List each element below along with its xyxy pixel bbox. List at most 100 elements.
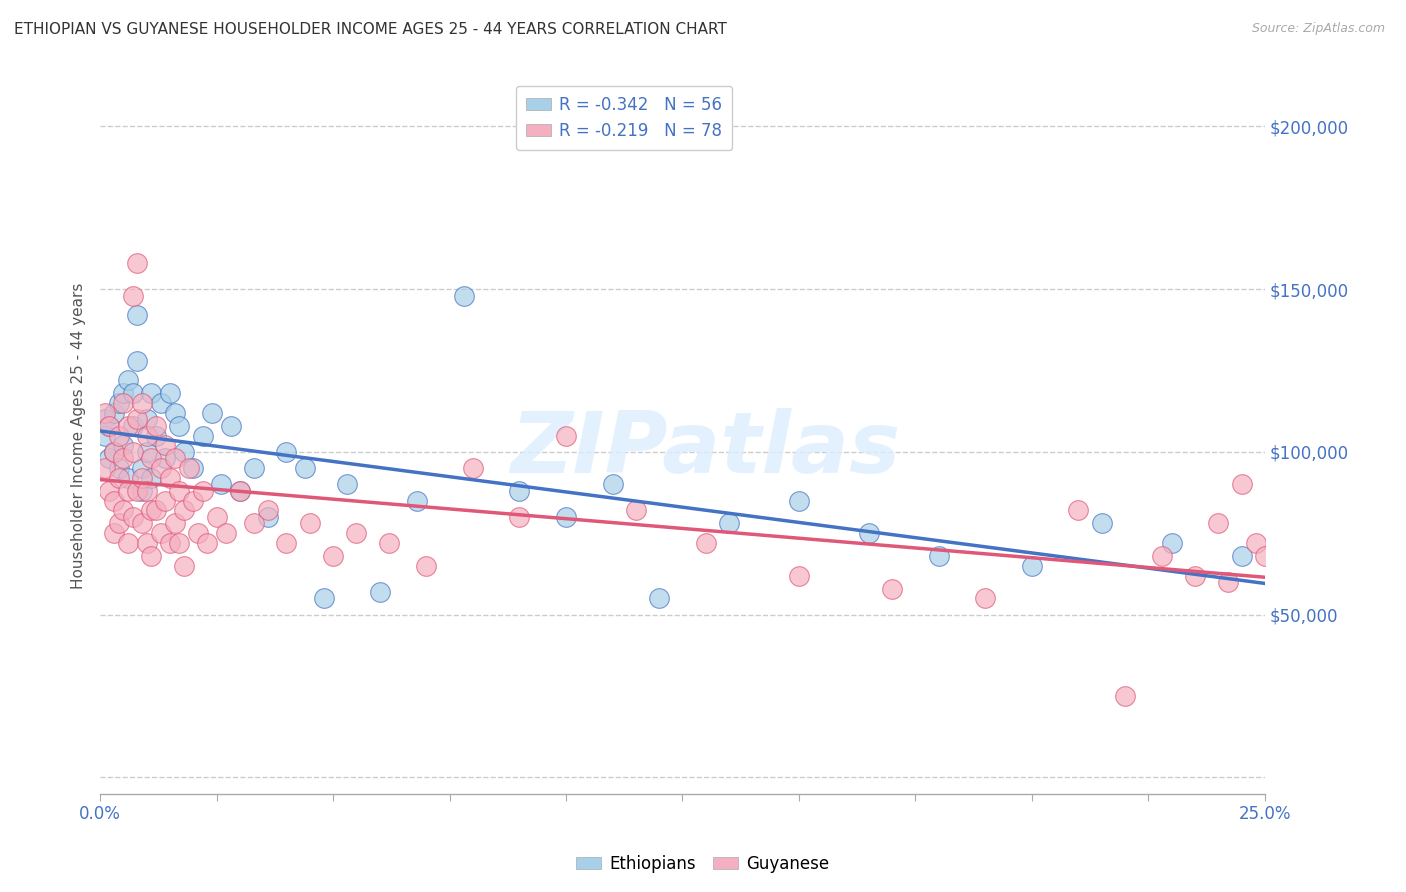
- Point: [117, 418, 139, 433]
- Point: [191, 428, 214, 442]
- Point: [276, 536, 298, 550]
- Point: [127, 308, 149, 322]
- Point: [127, 353, 149, 368]
- Point: [344, 526, 367, 541]
- Point: [276, 445, 298, 459]
- Point: [94, 428, 117, 442]
- Point: [112, 396, 135, 410]
- Point: [508, 483, 530, 498]
- Point: [131, 471, 153, 485]
- Point: [181, 493, 204, 508]
- Point: [181, 461, 204, 475]
- Point: [127, 483, 149, 498]
- Point: [145, 418, 167, 433]
- Point: [718, 516, 741, 531]
- Point: [378, 536, 401, 550]
- Point: [169, 483, 191, 498]
- Text: ZIPatlas: ZIPatlas: [510, 409, 901, 491]
- Point: [1230, 477, 1253, 491]
- Point: [117, 483, 139, 498]
- Point: [98, 418, 121, 433]
- Point: [1021, 558, 1043, 573]
- Point: [149, 526, 172, 541]
- Point: [112, 438, 135, 452]
- Point: [461, 461, 484, 475]
- Point: [141, 451, 163, 466]
- Point: [135, 445, 157, 459]
- Point: [145, 428, 167, 442]
- Point: [602, 477, 624, 491]
- Point: [169, 418, 191, 433]
- Point: [243, 461, 266, 475]
- Point: [336, 477, 359, 491]
- Point: [103, 445, 125, 459]
- Point: [1254, 549, 1277, 563]
- Point: [229, 483, 252, 498]
- Point: [159, 536, 181, 550]
- Point: [191, 483, 214, 498]
- Point: [107, 471, 129, 485]
- Point: [257, 510, 280, 524]
- Point: [159, 471, 181, 485]
- Point: [107, 396, 129, 410]
- Point: [787, 493, 810, 508]
- Point: [103, 493, 125, 508]
- Point: [219, 418, 242, 433]
- Point: [98, 451, 121, 466]
- Point: [406, 493, 429, 508]
- Point: [127, 256, 149, 270]
- Legend: Ethiopians, Guyanese: Ethiopians, Guyanese: [569, 848, 837, 880]
- Point: [117, 373, 139, 387]
- Point: [117, 471, 139, 485]
- Point: [695, 536, 717, 550]
- Point: [508, 510, 530, 524]
- Point: [98, 483, 121, 498]
- Legend: R = -0.342   N = 56, R = -0.219   N = 78: R = -0.342 N = 56, R = -0.219 N = 78: [516, 86, 733, 150]
- Text: ETHIOPIAN VS GUYANESE HOUSEHOLDER INCOME AGES 25 - 44 YEARS CORRELATION CHART: ETHIOPIAN VS GUYANESE HOUSEHOLDER INCOME…: [14, 22, 727, 37]
- Point: [243, 516, 266, 531]
- Point: [107, 428, 129, 442]
- Point: [1216, 575, 1239, 590]
- Point: [163, 516, 186, 531]
- Point: [103, 406, 125, 420]
- Point: [1244, 536, 1267, 550]
- Point: [648, 591, 671, 606]
- Point: [107, 516, 129, 531]
- Point: [107, 461, 129, 475]
- Point: [787, 568, 810, 582]
- Point: [1067, 503, 1090, 517]
- Point: [131, 483, 153, 498]
- Point: [135, 428, 157, 442]
- Point: [858, 526, 880, 541]
- Point: [131, 461, 153, 475]
- Point: [201, 406, 224, 420]
- Point: [155, 438, 177, 452]
- Point: [155, 451, 177, 466]
- Point: [131, 396, 153, 410]
- Point: [163, 406, 186, 420]
- Point: [141, 471, 163, 485]
- Point: [94, 412, 117, 426]
- Point: [117, 536, 139, 550]
- Point: [1184, 568, 1206, 582]
- Point: [298, 516, 321, 531]
- Point: [205, 510, 228, 524]
- Point: [1160, 536, 1182, 550]
- Point: [149, 461, 172, 475]
- Point: [169, 536, 191, 550]
- Point: [1114, 689, 1136, 703]
- Point: [187, 526, 209, 541]
- Point: [1206, 516, 1229, 531]
- Point: [155, 493, 177, 508]
- Point: [103, 445, 125, 459]
- Point: [173, 445, 195, 459]
- Point: [415, 558, 437, 573]
- Point: [135, 483, 157, 498]
- Point: [974, 591, 997, 606]
- Point: [312, 591, 335, 606]
- Point: [928, 549, 950, 563]
- Point: [112, 451, 135, 466]
- Point: [121, 445, 143, 459]
- Point: [163, 451, 186, 466]
- Point: [453, 288, 475, 302]
